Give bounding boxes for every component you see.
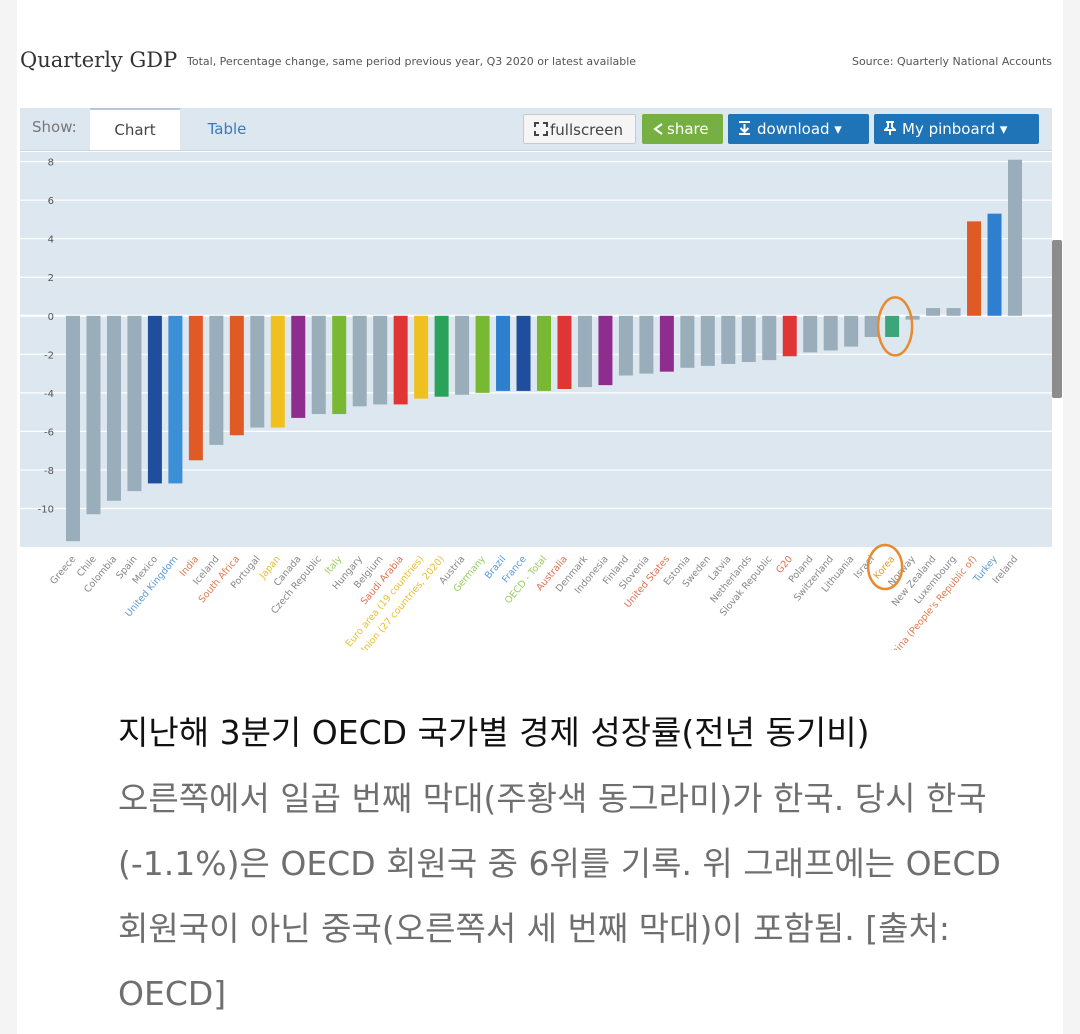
caption: 지난해 3분기 OECD 국가별 경제 성장률(전년 동기비) 오른쪽에서 일곱… [118, 700, 1018, 1026]
fullscreen-label: fullscreen [550, 121, 623, 139]
bar-korea [885, 315, 900, 337]
show-label: Show: [32, 118, 77, 136]
download-label: download ▾ [757, 120, 842, 138]
gdp-bar-chart: 86420-2-4-6-8-10GreeceChileColombiaSpain… [20, 152, 1052, 650]
bar-sweden [700, 315, 715, 366]
bar-france [516, 315, 531, 391]
scrollbar[interactable] [1052, 240, 1062, 398]
caption-title: 지난해 3분기 OECD 국가별 경제 성장률(전년 동기비) [118, 713, 870, 752]
bar-brazil [496, 315, 511, 391]
share-icon [652, 115, 664, 145]
y-tick-label: 0 [48, 312, 54, 323]
highlight-circle-label [866, 543, 904, 591]
bar-euro-area-19-countries [414, 315, 429, 399]
bar-japan [270, 315, 285, 428]
share-label: share [667, 120, 709, 138]
tab-table[interactable]: Table [207, 120, 247, 138]
bar-new-zealand [926, 308, 941, 316]
bar-slovenia [639, 315, 654, 374]
bar-united-states [659, 315, 674, 372]
bar-czech-republic [311, 315, 326, 415]
bar-united-kingdom [168, 315, 183, 484]
bar-iceland [209, 315, 224, 445]
bar-switzerland [823, 315, 838, 351]
bar-european-union-27-countries-2020 [434, 315, 449, 397]
y-tick-label: -4 [44, 389, 54, 400]
bar-ireland [1008, 159, 1022, 316]
bar-netherlands [741, 315, 756, 363]
expand-icon [534, 116, 548, 146]
bar-luxembourg [946, 308, 961, 316]
bar-denmark [577, 315, 592, 388]
bar-mexico [147, 315, 162, 484]
download-icon [738, 115, 751, 145]
bar-lithuania [844, 315, 859, 347]
bar-belgium [373, 315, 388, 405]
bar-estonia [680, 315, 695, 368]
bar-colombia [106, 315, 121, 501]
pin-icon [882, 115, 898, 145]
bar-italy [332, 315, 347, 415]
y-tick-label: -10 [38, 504, 54, 515]
bar-greece [66, 315, 80, 542]
y-tick-label: 4 [48, 235, 54, 246]
bar-south-africa [229, 315, 244, 436]
bar-slovak-republic [762, 315, 777, 361]
pinboard-label: My pinboard ▾ [902, 120, 1008, 138]
pinboard-button[interactable]: My pinboard ▾ [874, 114, 1039, 144]
bar-g20 [782, 315, 797, 357]
chart-toolbar: Show: Chart Table fullscreen share downl… [20, 108, 1052, 151]
bar-turkey [987, 213, 1002, 316]
bar-spain [127, 315, 142, 492]
y-tick-label: 6 [48, 196, 54, 207]
bar-austria [455, 315, 470, 395]
bar-canada [291, 315, 306, 418]
chart-title: Quarterly GDP [20, 48, 178, 72]
bar-germany [475, 315, 490, 393]
bar-hungary [352, 315, 367, 407]
bar-oecd-total [537, 315, 551, 391]
highlight-circle-bar [876, 296, 914, 357]
chart-header: Quarterly GDP Total, Percentage change, … [20, 46, 1054, 76]
x-tick-label: Greece [48, 554, 78, 587]
caption-body: 오른쪽에서 일곱 번째 막대(주황색 동그라미)가 한국. 당시 한국(-1.1… [118, 779, 1001, 1013]
y-tick-label: -2 [44, 350, 54, 361]
bar-latvia [721, 315, 736, 364]
bar-indonesia [598, 315, 613, 386]
bar-chile [86, 315, 101, 515]
bar-poland [803, 315, 818, 353]
y-tick-label: 8 [48, 158, 54, 169]
chart-subtitle: Total, Percentage change, same period pr… [187, 55, 637, 68]
share-button[interactable]: share [642, 114, 723, 144]
bar-israel [864, 315, 879, 337]
chart-source: Source: Quarterly National Accounts [851, 55, 1052, 68]
y-tick-label: -8 [44, 466, 54, 477]
download-button[interactable]: download ▾ [728, 114, 869, 144]
y-tick-label: 2 [48, 273, 54, 284]
bar-finland [618, 315, 633, 376]
tab-chart[interactable]: Chart [90, 108, 180, 150]
bar-portugal [250, 315, 265, 428]
fullscreen-button[interactable]: fullscreen [523, 114, 636, 144]
bar-australia [557, 315, 572, 389]
y-tick-label: -6 [44, 427, 54, 438]
bar-china-people-s-republic-of [967, 221, 982, 316]
bar-saudi-arabia [393, 315, 408, 405]
bar-india [188, 315, 203, 461]
